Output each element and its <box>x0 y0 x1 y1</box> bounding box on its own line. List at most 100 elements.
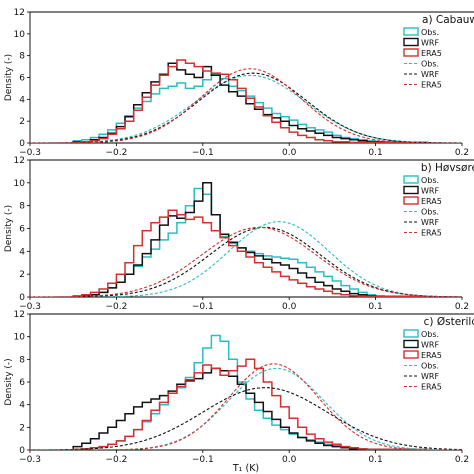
hist-wrf <box>72 62 429 143</box>
hist-obs <box>72 187 429 297</box>
legend-label: Obs. <box>421 60 439 69</box>
legend-label: Obs. <box>421 362 439 371</box>
axes-1 <box>29 160 462 298</box>
panel-title: c) Østerild <box>424 316 474 328</box>
xtick-label: 0.2 <box>455 302 469 312</box>
ytick-label: 4 <box>19 95 25 105</box>
ytick-label: 6 <box>19 378 25 388</box>
ytick-label: 6 <box>19 74 25 84</box>
ytick-label: 2 <box>19 423 25 433</box>
xtick-label: 0.0 <box>282 455 297 465</box>
xtick-label: −0.1 <box>192 302 214 312</box>
legend-label: WRF <box>421 39 439 48</box>
ytick-label: 4 <box>19 247 25 257</box>
legend-label: WRF <box>421 341 439 350</box>
legend-swatch-obs <box>403 329 419 338</box>
ytick-label: 2 <box>19 270 25 280</box>
legend-label: WRF <box>421 372 439 381</box>
panel-0: 0 2 4 6 8 10 12 −0.3 −0.2 −0.1 0.0 0.1 0.2 Density (-… <box>4 8 474 158</box>
fit-wrf <box>30 387 462 450</box>
hist-obs <box>72 73 429 143</box>
fit-obs <box>30 221 462 297</box>
xtick-label: 0.2 <box>455 148 469 158</box>
ytick-label: 2 <box>19 117 25 127</box>
legend-swatch-obs <box>403 175 419 184</box>
legend-label: Obs. <box>421 176 439 185</box>
ytick-label: 0 <box>19 293 25 303</box>
panel-title: a) Cabauw <box>422 14 474 26</box>
legend-label: ERA5 <box>421 383 442 392</box>
legend-label: Obs. <box>421 208 439 217</box>
ytick-label: 8 <box>19 355 25 365</box>
ytick-label: 0 <box>19 446 25 456</box>
legend-label: ERA5 <box>421 229 442 238</box>
legend-label: WRF <box>421 218 439 227</box>
fit-obs <box>30 74 462 143</box>
panel-2: 0 2 4 6 8 10 12 −0.3 −0.2 −0.1 0.0 0.1 0.2 Density (-… <box>4 310 474 465</box>
legend-swatch-wrf <box>403 37 419 47</box>
axes-0 <box>29 12 462 144</box>
legend-swatch-wrf <box>403 185 419 195</box>
legend-label: WRF <box>421 70 439 79</box>
fit-wrf <box>30 226 462 297</box>
legend-swatch-obs <box>403 27 419 36</box>
ytick-label: 10 <box>14 333 26 343</box>
fit-obs <box>30 367 462 450</box>
plot-area-2 <box>30 334 462 450</box>
xtick-label: −0.1 <box>192 455 214 465</box>
y-axis-label: Density (-) <box>4 54 14 101</box>
xtick-label: 0.1 <box>368 302 382 312</box>
hist-wrf <box>72 182 429 297</box>
legend-label: Obs. <box>421 330 439 339</box>
ytick-label: 12 <box>14 8 25 18</box>
legend-swatch-era5 <box>403 196 419 205</box>
ytick-label: 10 <box>14 179 26 189</box>
ytick-label: 10 <box>14 30 26 40</box>
legend-swatch-era5 <box>403 48 419 57</box>
hist-era5 <box>72 209 429 297</box>
legend-label: ERA5 <box>421 81 442 90</box>
plot-area-1 <box>30 182 462 297</box>
legend-label: ERA5 <box>421 49 442 58</box>
xtick-label: 0.1 <box>368 455 382 465</box>
panel-title: b) Høvsøre <box>421 162 474 174</box>
y-axis-label: Density (-) <box>4 358 14 405</box>
legend-label: WRF <box>421 187 439 196</box>
hist-wrf <box>72 367 429 450</box>
xtick-label: 0.1 <box>368 148 382 158</box>
legend-label: Obs. <box>421 28 439 37</box>
xtick-label: 0.0 <box>282 302 297 312</box>
fit-era5 <box>30 363 462 450</box>
xtick-label: −0.3 <box>19 302 41 312</box>
fit-era5 <box>30 68 462 143</box>
xtick-label: 0.0 <box>282 148 297 158</box>
xtick-label: −0.3 <box>19 148 41 158</box>
legend-swatch-wrf <box>403 339 419 349</box>
x-axis-label: T₁ (K) <box>232 463 259 474</box>
ytick-label: 6 <box>19 225 25 235</box>
legend-label: ERA5 <box>421 197 442 206</box>
ytick-label: 12 <box>14 310 25 320</box>
panel-1: 0 2 4 6 8 10 12 −0.3 −0.2 −0.1 0.0 0.1 0.2 Density (-… <box>4 156 474 312</box>
legend-label: ERA5 <box>421 351 442 360</box>
ytick-label: 12 <box>14 156 25 166</box>
legend-swatch-era5 <box>403 350 419 359</box>
xtick-label: −0.2 <box>105 455 127 465</box>
xtick-label: −0.2 <box>105 302 127 312</box>
ytick-label: 8 <box>19 202 25 212</box>
ytick-label: 4 <box>19 401 25 411</box>
ytick-label: 8 <box>19 52 25 62</box>
hist-era5 <box>72 59 429 143</box>
y-axis-label: Density (-) <box>4 205 14 252</box>
xtick-label: −0.1 <box>192 148 214 158</box>
plot-area-0 <box>30 59 462 143</box>
fit-wrf <box>30 72 462 143</box>
ytick-label: 0 <box>19 139 25 149</box>
fit-era5 <box>30 226 462 297</box>
xtick-label: −0.2 <box>105 148 127 158</box>
hist-era5 <box>72 358 429 450</box>
